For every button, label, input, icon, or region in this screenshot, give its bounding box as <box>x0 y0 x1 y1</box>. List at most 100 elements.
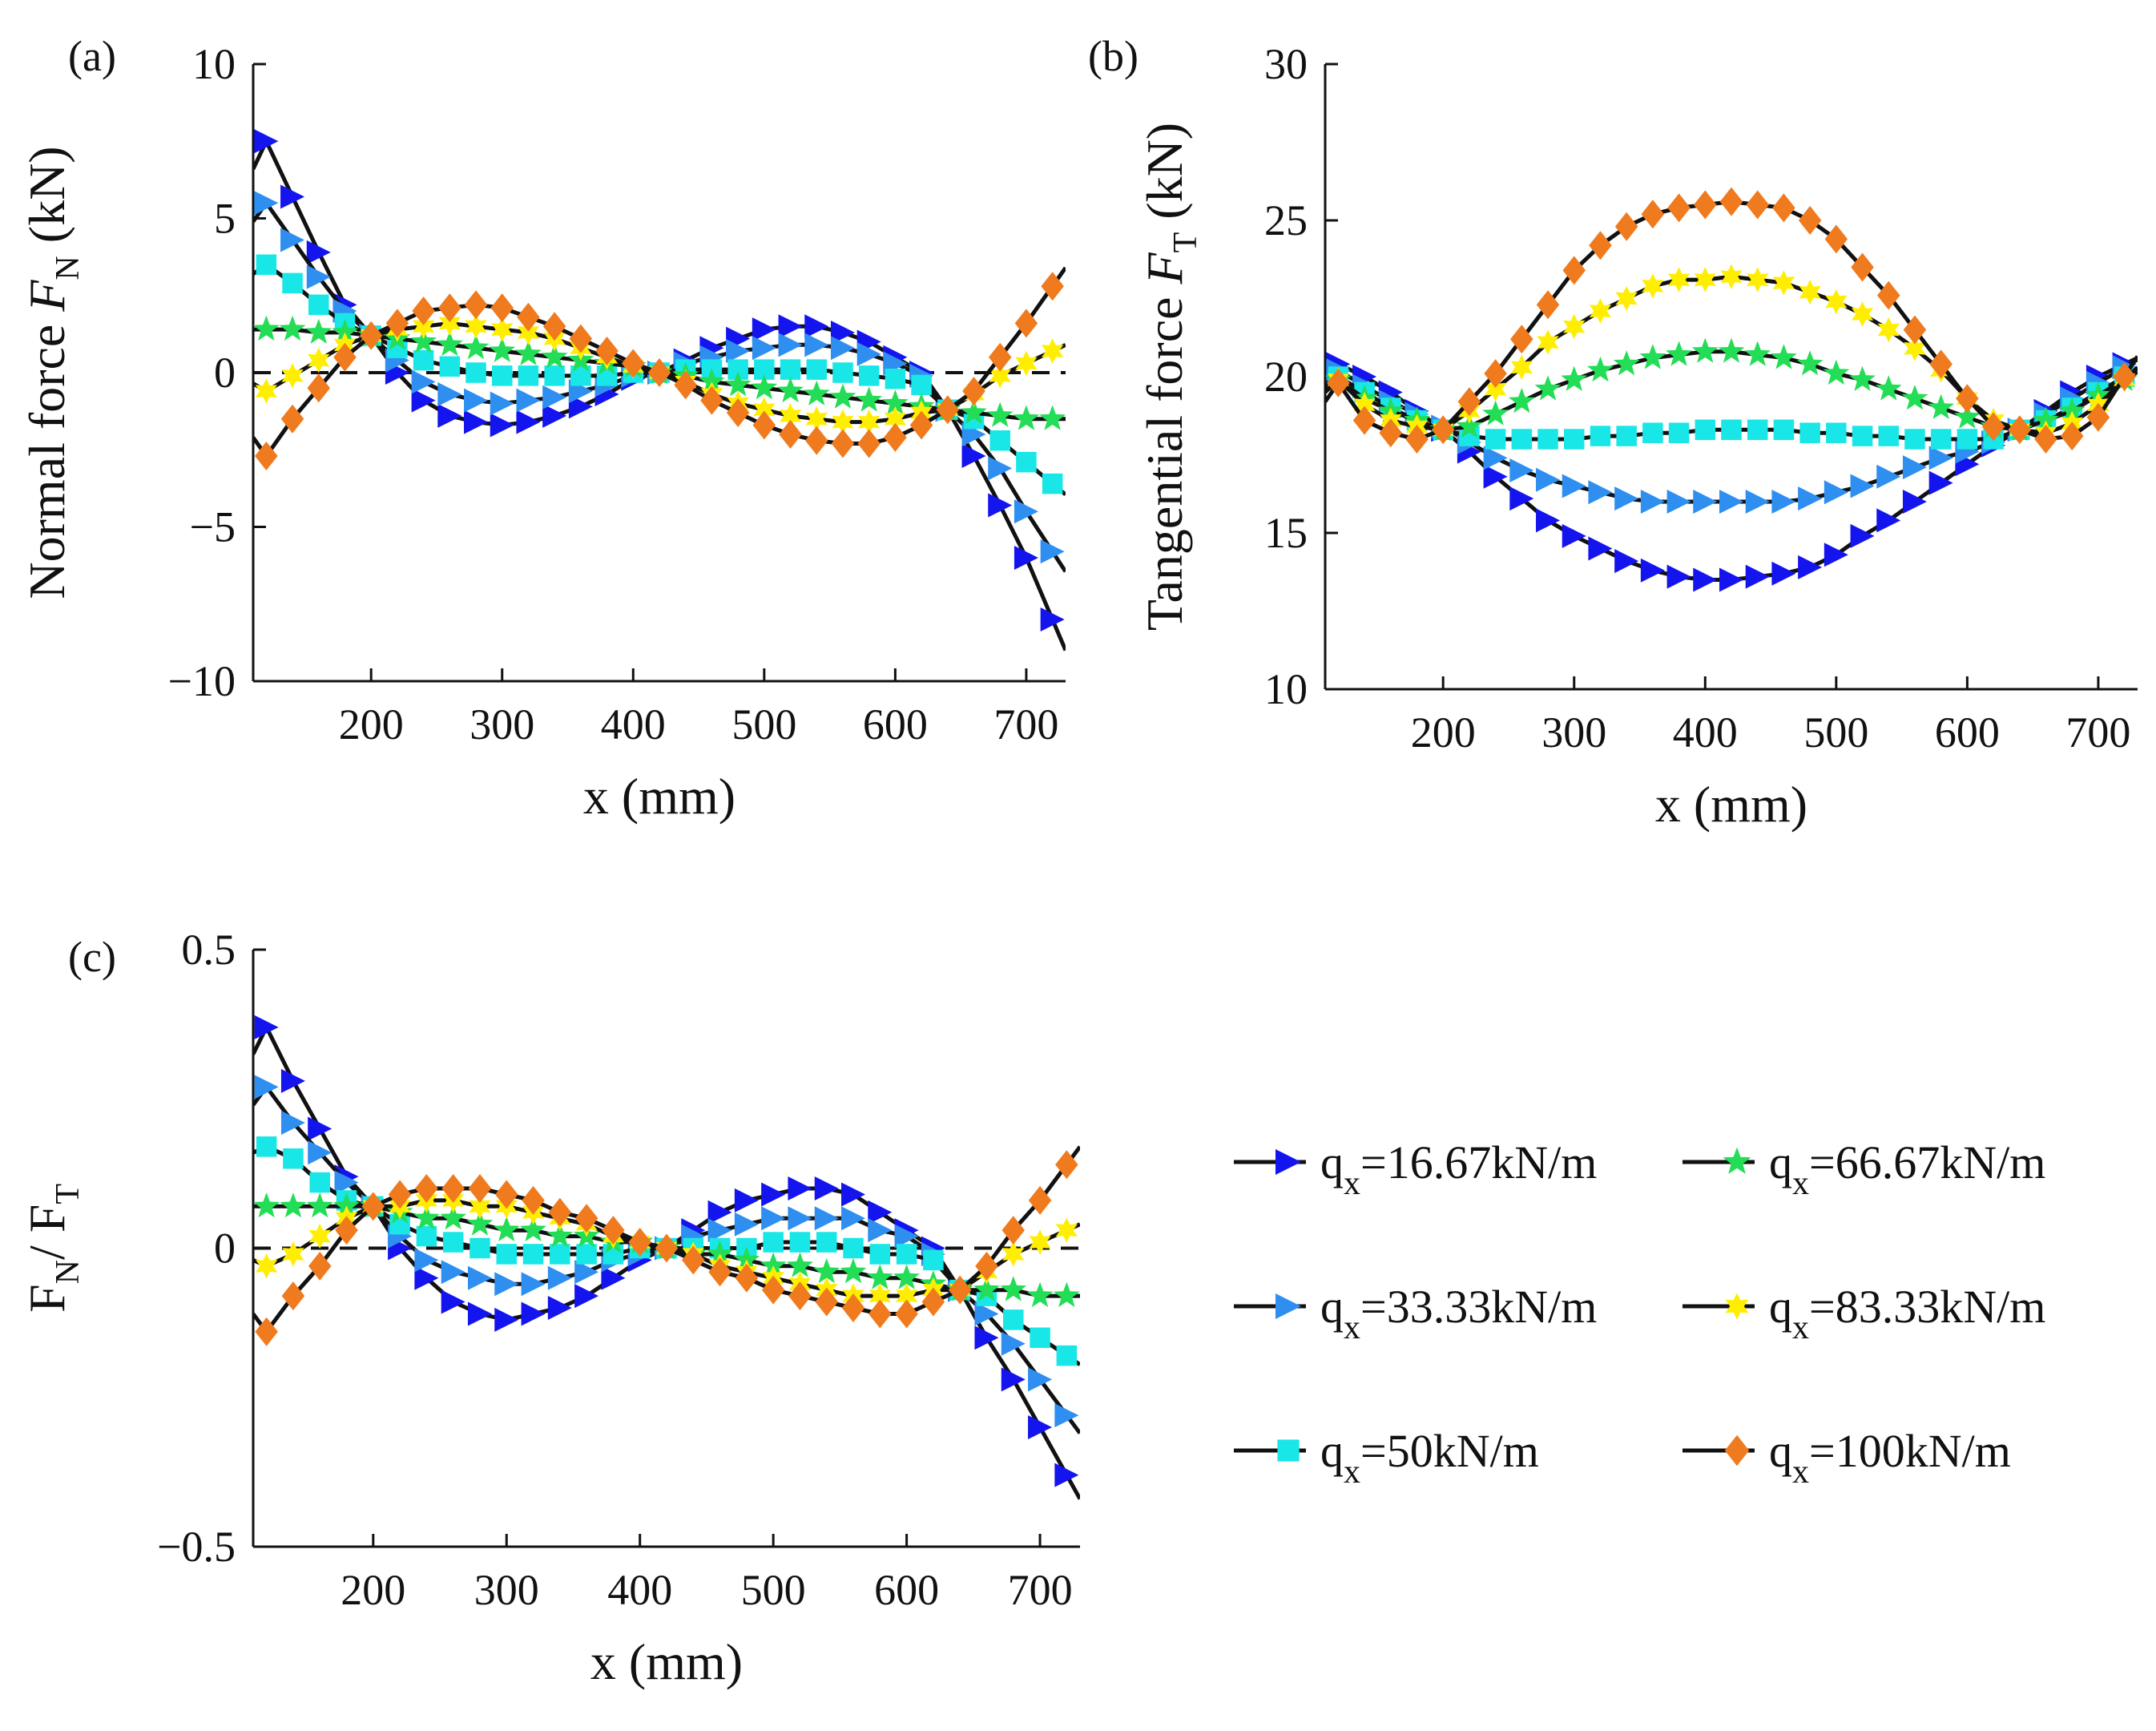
y-tick-label: 10 <box>1264 665 1308 713</box>
data-point <box>282 272 303 294</box>
legend-label: qx=33.33kN/m <box>1320 1281 1597 1346</box>
data-point <box>1849 365 1876 391</box>
data-point <box>1028 1185 1052 1215</box>
data-point <box>1798 206 1822 235</box>
data-point <box>1852 426 1873 446</box>
y-tick-label: 0.5 <box>182 926 236 974</box>
data-point <box>414 1248 439 1273</box>
y-tick-label: 30 <box>1264 40 1308 88</box>
legend-label: qx=50kN/m <box>1320 1425 1539 1491</box>
y-tick-label: 10 <box>192 40 236 88</box>
x-tick-label: 700 <box>1008 1566 1073 1614</box>
data-point <box>752 410 776 440</box>
data-point <box>489 337 516 362</box>
data-point <box>1957 429 1978 450</box>
data-point <box>1485 376 1507 402</box>
data-point <box>306 1192 333 1218</box>
x-tick-label: 200 <box>339 700 404 748</box>
data-point <box>895 1299 918 1329</box>
data-point <box>1691 337 1719 363</box>
data-point <box>734 1188 759 1213</box>
data-point <box>1040 539 1065 564</box>
data-point <box>841 1293 865 1322</box>
y-axis-label: Tangential force FT (kN) <box>1136 123 1204 631</box>
data-point <box>256 1136 277 1157</box>
data-point <box>1929 349 1952 379</box>
data-point <box>1001 1367 1026 1392</box>
data-point <box>1902 490 1927 514</box>
data-point <box>305 318 332 344</box>
data-point <box>550 1244 570 1265</box>
data-point <box>1588 480 1613 505</box>
data-point <box>1747 419 1768 441</box>
data-point <box>1640 490 1665 514</box>
data-point <box>1614 549 1639 574</box>
data-point <box>282 1241 304 1267</box>
data-point <box>1001 1216 1026 1245</box>
data-point <box>542 385 567 410</box>
data-point <box>962 377 985 406</box>
data-point <box>1534 375 1562 401</box>
data-point <box>1028 1415 1053 1439</box>
data-point <box>1798 555 1823 579</box>
data-point <box>884 406 906 432</box>
data-point <box>1562 474 1586 498</box>
data-point <box>1721 419 1742 441</box>
data-point <box>988 456 1013 481</box>
data-point <box>1039 405 1066 430</box>
data-point <box>1878 426 1900 446</box>
data-point <box>413 349 434 371</box>
data-point <box>989 430 1010 451</box>
data-point <box>986 401 1014 427</box>
data-point <box>1771 344 1797 369</box>
data-point <box>708 1257 731 1287</box>
x-tick-label: 400 <box>1673 708 1738 757</box>
data-point <box>1666 490 1691 514</box>
x-axis-label: x (mm) <box>590 1633 743 1690</box>
y-tick-label: 20 <box>1264 353 1308 401</box>
data-point <box>989 363 1011 389</box>
data-point <box>332 318 358 344</box>
data-point <box>803 380 830 406</box>
data-point <box>1003 1309 1024 1330</box>
legend-marker <box>1725 1293 1749 1320</box>
data-point <box>361 1192 385 1221</box>
data-point <box>493 1216 520 1242</box>
data-point <box>830 320 855 345</box>
data-point <box>1745 564 1770 589</box>
data-point <box>254 1075 279 1100</box>
data-point <box>496 1244 518 1265</box>
data-point <box>1826 422 1847 443</box>
data-point <box>1642 273 1664 299</box>
data-point <box>1876 464 1901 489</box>
data-point <box>522 1185 545 1215</box>
data-point <box>948 1275 972 1305</box>
data-point <box>814 1176 839 1200</box>
data-point <box>1053 1281 1080 1308</box>
data-point <box>283 1148 304 1169</box>
data-point <box>788 1206 812 1231</box>
data-point <box>761 1182 786 1207</box>
data-point <box>893 1264 920 1289</box>
data-point <box>1016 451 1037 473</box>
legend-marker <box>1275 1293 1301 1319</box>
data-point <box>1954 403 1981 429</box>
data-point <box>576 1244 597 1265</box>
data-point <box>805 406 828 432</box>
data-point <box>494 1272 519 1297</box>
data-point <box>829 383 856 409</box>
data-point <box>1823 359 1850 385</box>
data-point <box>280 184 305 209</box>
legend-marker <box>1277 1439 1300 1462</box>
x-tick-label: 400 <box>607 1566 672 1614</box>
data-point <box>1772 270 1795 296</box>
x-tick-label: 300 <box>474 1566 539 1614</box>
data-point <box>1536 290 1560 320</box>
y-tick-label: 0 <box>214 349 236 397</box>
y-axis-label: FN/ FT <box>18 1184 87 1313</box>
y-tick-label: −10 <box>168 657 236 705</box>
data-point <box>308 1140 332 1165</box>
panel-label: (c) <box>68 933 116 981</box>
x-tick-label: 300 <box>469 700 534 748</box>
